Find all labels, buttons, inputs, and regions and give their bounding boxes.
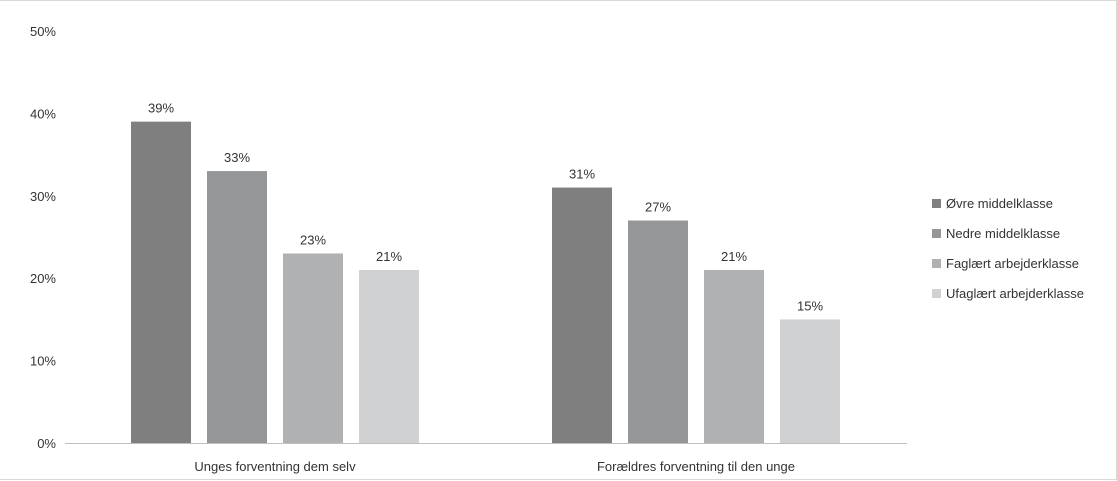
legend-swatch [932, 199, 941, 208]
y-tick-label: 0% [37, 436, 56, 451]
y-tick-label: 40% [30, 106, 56, 121]
data-label: 15% [797, 298, 823, 313]
y-tick-label: 50% [30, 24, 56, 39]
data-label: 33% [224, 150, 250, 165]
legend: Øvre middelklasse Nedre middelklasse Faglæ… [932, 196, 1084, 301]
data-label: 21% [376, 249, 402, 264]
bar [628, 220, 688, 443]
x-axis: Unges forventning dem selv Forældres forv… [65, 443, 907, 474]
bars: 39% 31% 33% 27% 23% 21% 21% 15% [131, 101, 840, 443]
data-label: 21% [721, 249, 747, 264]
y-tick-label: 20% [30, 271, 56, 286]
bar [131, 121, 191, 443]
data-label: 31% [569, 167, 595, 182]
y-axis: 0% 10% 20% 30% 40% 50% [30, 24, 56, 451]
x-tick-label: Unges forventning dem selv [194, 459, 356, 474]
bar [552, 187, 612, 443]
bar [704, 269, 764, 443]
legend-label: Faglært arbejderklasse [946, 256, 1079, 271]
legend-swatch [932, 229, 941, 238]
y-tick-label: 30% [30, 189, 56, 204]
bar [207, 171, 267, 443]
y-tick-label: 10% [30, 354, 56, 369]
legend-swatch [932, 259, 941, 268]
bar [780, 319, 840, 443]
bar [359, 269, 419, 443]
legend-swatch [932, 289, 941, 298]
data-label: 23% [300, 232, 326, 247]
legend-label: Øvre middelklasse [946, 196, 1053, 211]
x-tick-label: Forældres forventning til den unge [597, 459, 795, 474]
legend-label: Ufaglært arbejderklasse [946, 286, 1084, 301]
data-label: 27% [645, 200, 671, 215]
legend-label: Nedre middelklasse [946, 226, 1060, 241]
bar [283, 253, 343, 443]
data-label: 39% [148, 101, 174, 116]
